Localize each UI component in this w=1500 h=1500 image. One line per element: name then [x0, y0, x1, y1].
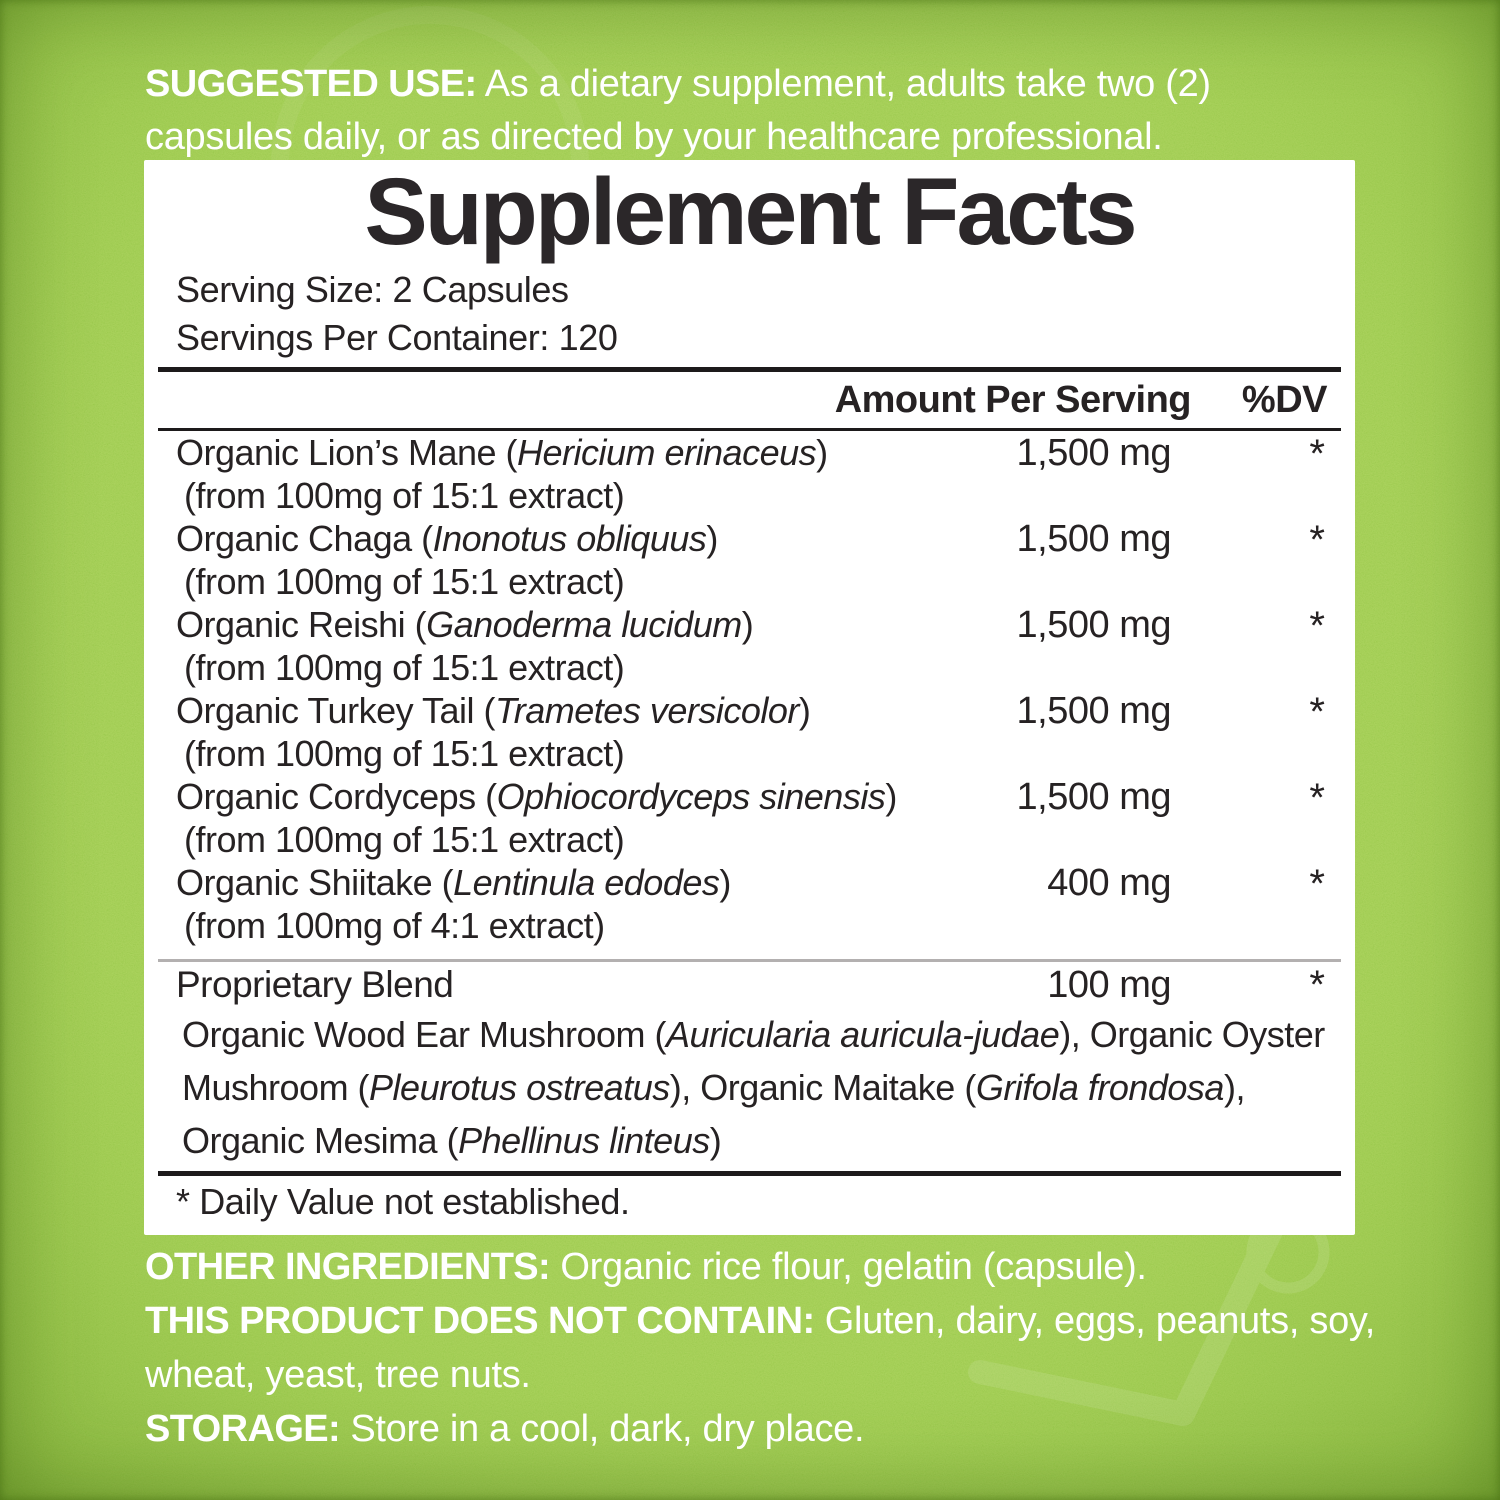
storage: STORAGE: Store in a cool, dark, dry plac… [145, 1402, 1377, 1456]
divider-thick-top [158, 367, 1341, 372]
ingredient-name: Organic Lion’s Mane (Hericium erinaceus) [176, 432, 828, 473]
scientific-name: Auricularia auricula-judae [666, 1014, 1060, 1055]
other-ingredients-label: OTHER INGREDIENTS: [145, 1246, 551, 1288]
ingredient-name: Organic Reishi (Ganoderma lucidum) [176, 604, 754, 645]
table-row: Organic Lion’s Mane (Hericium erinaceus)… [158, 431, 1341, 517]
other-ingredients: OTHER INGREDIENTS: Organic rice flour, g… [145, 1240, 1377, 1294]
divider-under-header [158, 428, 1341, 431]
scientific-name: Hericium erinaceus [517, 432, 817, 473]
ingredient-amount: 1,500 mg [1016, 776, 1172, 818]
suggested-use-label: SUGGESTED USE: [145, 63, 477, 105]
scientific-name: Lentinula edodes [453, 862, 720, 903]
ingredient-dv: * [1309, 776, 1325, 820]
does-not-contain-text: Gluten, dairy, eggs, peanuts, soy, wheat… [145, 1300, 1376, 1396]
blend-description: Organic Wood Ear Mushroom (Auricularia a… [182, 1014, 1325, 1161]
column-header-dv: %DV [1241, 379, 1328, 421]
storage-text: Store in a cool, dark, dry place. [340, 1408, 865, 1450]
ingredient-amount: 1,500 mg [1016, 604, 1172, 646]
ingredient-name: Organic Turkey Tail (Trametes versicolor… [176, 690, 811, 731]
ingredient-name: Organic Cordyceps (Ophiocordyceps sinens… [176, 776, 897, 817]
ingredient-amount: 1,500 mg [1016, 518, 1172, 560]
ingredient-dv: * [1309, 604, 1325, 648]
other-ingredients-text: Organic rice flour, gelatin (capsule). [550, 1246, 1147, 1288]
does-not-contain: THIS PRODUCT DOES NOT CONTAIN: Gluten, d… [145, 1294, 1377, 1402]
scientific-name: Inonotus obliquus [432, 518, 707, 559]
blend-amount: 100 mg [1047, 964, 1171, 1006]
table-row: Organic Chaga (Inonotus obliquus) (from … [158, 517, 1341, 603]
supplement-facts-panel: Supplement Facts Serving Size: 2 Capsule… [144, 160, 1355, 1235]
proprietary-blend-row: Proprietary Blend 100 mg * [158, 962, 1341, 1008]
table-row: Organic Shiitake (Lentinula edodes) (fro… [158, 861, 1341, 947]
table-row: Organic Turkey Tail (Trametes versicolor… [158, 689, 1341, 775]
table-row: Organic Reishi (Ganoderma lucidum) (from… [158, 603, 1341, 689]
divider-blend [158, 959, 1341, 962]
ingredient-detail: (from 100mg of 4:1 extract) [184, 905, 605, 946]
storage-label: STORAGE: [145, 1408, 341, 1450]
blend-name: Proprietary Blend [176, 964, 454, 1005]
ingredient-amount: 1,500 mg [1016, 690, 1172, 732]
scientific-name: Ganoderma lucidum [426, 604, 742, 645]
ingredient-dv: * [1309, 518, 1325, 562]
ingredient-detail: (from 100mg of 15:1 extract) [184, 733, 625, 774]
suggested-use-text: SUGGESTED USE: As a dietary supplement, … [145, 58, 1363, 164]
table-row: Organic Cordyceps (Ophiocordyceps sinens… [158, 775, 1341, 861]
blend-dv: * [1309, 963, 1325, 1007]
ingredient-dv: * [1309, 690, 1325, 734]
column-header-amount: Amount Per Serving [834, 379, 1192, 421]
table-header-row: Amount Per Serving %DV [158, 372, 1341, 428]
scientific-name: Phellinus linteus [458, 1120, 710, 1161]
ingredient-name: Organic Chaga (Inonotus obliquus) [176, 518, 718, 559]
scientific-name: Ophiocordyceps sinensis [496, 776, 886, 817]
ingredient-amount: 1,500 mg [1016, 432, 1172, 474]
ingredient-detail: (from 100mg of 15:1 extract) [184, 647, 625, 688]
divider-footnote [158, 1171, 1341, 1176]
suggested-use-body: As a dietary supplement, adults take two… [145, 63, 1211, 158]
ingredient-name: Organic Shiitake (Lentinula edodes) [176, 862, 731, 903]
scientific-name: Grifola frondosa [975, 1067, 1225, 1108]
daily-value-footnote: * Daily Value not established. [176, 1181, 630, 1222]
scientific-name: Trametes versicolor [494, 690, 799, 731]
ingredient-amount: 400 mg [1047, 862, 1171, 904]
serving-size: Serving Size: 2 Capsules [176, 269, 569, 310]
ingredient-dv: * [1309, 432, 1325, 476]
ingredient-dv: * [1309, 862, 1325, 906]
ingredient-detail: (from 100mg of 15:1 extract) [184, 819, 625, 860]
does-not-contain-label: THIS PRODUCT DOES NOT CONTAIN: [145, 1300, 815, 1342]
supplement-facts-title: Supplement Facts [364, 159, 1137, 265]
ingredient-detail: (from 100mg of 15:1 extract) [184, 475, 625, 516]
bottom-info: OTHER INGREDIENTS: Organic rice flour, g… [145, 1240, 1377, 1456]
scientific-name: Pleurotus ostreatus [369, 1067, 670, 1108]
ingredient-detail: (from 100mg of 15:1 extract) [184, 561, 625, 602]
servings-per-container: Servings Per Container: 120 [176, 317, 618, 358]
